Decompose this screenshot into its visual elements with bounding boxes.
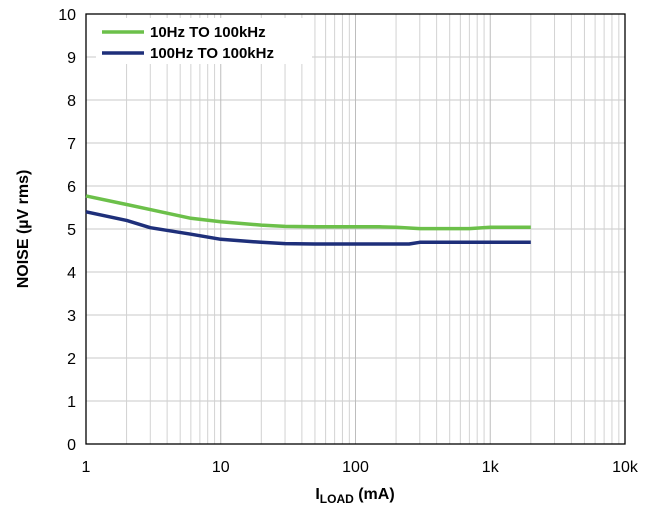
series-lines [85, 194, 531, 246]
y-tick-label: 3 [67, 308, 76, 325]
x-tick-label: 10 [212, 459, 230, 476]
legend-label-100hz: 100Hz TO 100kHz [150, 45, 274, 62]
x-axis-title-subscript: LOAD [320, 492, 354, 506]
series-line-1 [85, 210, 531, 246]
legend-label-10hz: 10Hz TO 100kHz [150, 24, 266, 41]
x-tick-label: 10k [612, 459, 639, 476]
legend-background [96, 18, 312, 64]
x-tick-label: 1 [82, 459, 91, 476]
y-tick-label: 1 [67, 394, 76, 411]
plot-frame [85, 13, 626, 445]
x-axis-title: ILOAD (mA) [315, 486, 394, 506]
x-axis-title-main: I [315, 486, 319, 503]
x-axis-title-unit: (mA) [354, 486, 395, 503]
y-tick-label: 2 [67, 351, 76, 368]
y-tick-label: 6 [67, 179, 76, 196]
y-tick-label: 9 [67, 50, 76, 67]
y-tick-label: 0 [67, 437, 76, 454]
series-line-0 [85, 194, 531, 231]
y-tick-label: 5 [67, 222, 76, 239]
y-tick-label: 8 [67, 93, 76, 110]
x-tick-label: 100 [342, 459, 369, 476]
y-tick-label: 7 [67, 136, 76, 153]
y-axis-title: NOISE (µV rms) [15, 170, 32, 289]
x-tick-label: 1k [482, 459, 500, 476]
y-tick-label: 4 [67, 265, 76, 282]
legend: 10Hz TO 100kHz 100Hz TO 100kHz [96, 18, 312, 64]
y-tick-label: 10 [58, 7, 76, 24]
